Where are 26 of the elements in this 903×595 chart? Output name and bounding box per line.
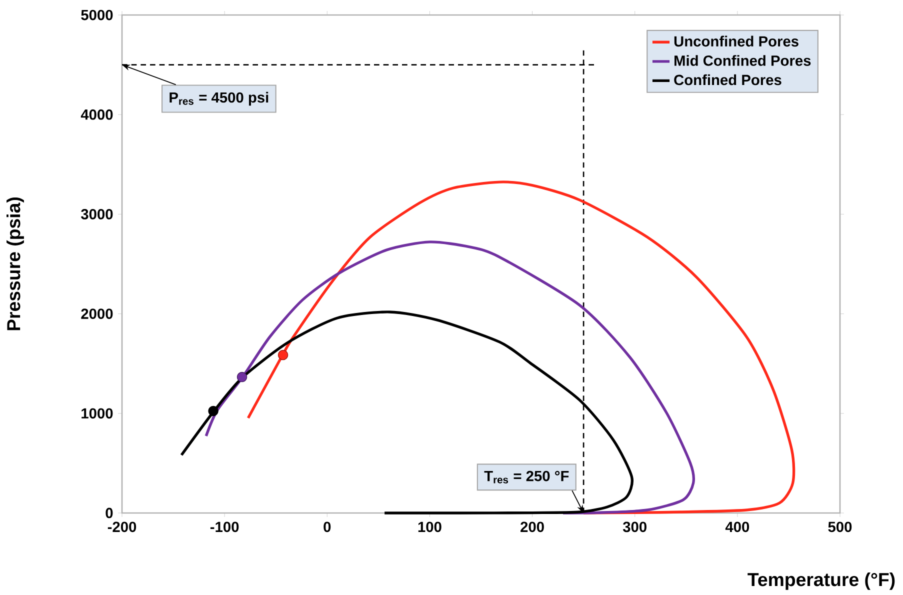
- line-series: [204, 240, 695, 514]
- y-tick-label: 4000: [80, 109, 113, 120]
- x-tick-label: 0: [324, 522, 331, 532]
- ref-line-label: P$_{res}$ = 4500 psi: [170, 92, 268, 106]
- x-tick-label: -200: [108, 522, 136, 532]
- legend-label: Mid Confined Pores: [674, 55, 811, 66]
- x-axis-title: Temperature (°F): [748, 572, 895, 590]
- y-tick-label: 1000: [82, 408, 113, 419]
- ref-line-label: T$_{res}$ = 250 °F: [484, 470, 569, 484]
- point: [278, 350, 288, 360]
- point: [236, 372, 248, 382]
- x-tick-label: 200: [520, 522, 544, 532]
- line-series: [246, 180, 796, 514]
- y-tick-label: 3000: [81, 209, 113, 220]
- y-axis-title: Pressure (psia): [6, 198, 24, 330]
- y-tick-label: 0: [106, 508, 113, 518]
- x-tick-label: 300: [622, 522, 646, 532]
- x-tick-label: 400: [725, 522, 750, 532]
- y-tick-label: 5000: [81, 10, 113, 20]
- x-tick-label: 100: [418, 522, 442, 532]
- legend-label: Unconfined Pores: [674, 36, 798, 47]
- legend-label: Confined Pores: [674, 74, 782, 86]
- y-tick-label: 2000: [81, 308, 113, 319]
- x-tick-label: -100: [210, 522, 239, 532]
- x-tick-label: 500: [828, 522, 852, 532]
- point: [208, 406, 218, 416]
